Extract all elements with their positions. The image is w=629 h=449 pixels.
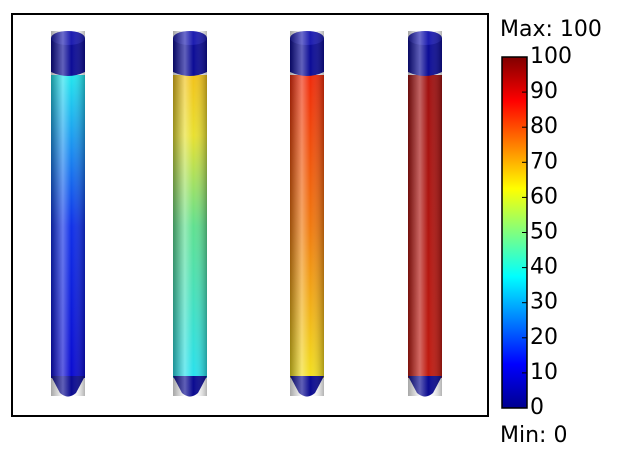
tick-label: 40	[530, 255, 558, 280]
tick-label: 60	[530, 184, 558, 209]
tick-label: 70	[530, 149, 558, 174]
tick-label: 30	[530, 290, 558, 315]
rod-shading	[408, 31, 442, 396]
max-label: Max: 100	[500, 17, 602, 42]
tick-label: 50	[530, 220, 558, 245]
tick-label: 100	[530, 44, 572, 69]
tick-label: 90	[530, 79, 558, 104]
rod-shading	[51, 31, 85, 396]
plot-window: Max: 100 Min: 0 0 10 20 30 40 50 60 70 80 90 100	[0, 0, 629, 449]
tick-label: 0	[530, 395, 544, 420]
rod-shading	[290, 31, 324, 396]
tick-label: 20	[530, 325, 558, 350]
min-label: Min: 0	[500, 423, 567, 448]
tick-label: 80	[530, 114, 558, 139]
tick-label: 10	[530, 360, 558, 385]
rod-shading	[173, 31, 207, 396]
